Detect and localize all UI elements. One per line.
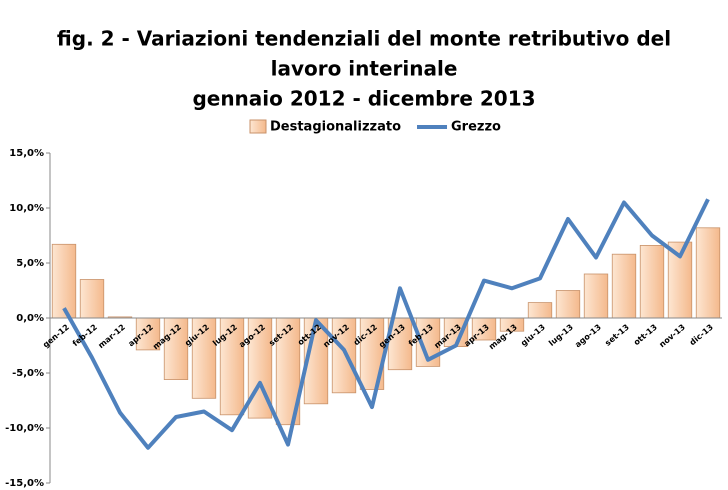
y-tick-label: 15,0% (9, 148, 44, 159)
chart-title: lavoro interinale (271, 57, 458, 81)
bar (639, 244, 665, 319)
x-tick-label: ago-13 (573, 323, 603, 350)
y-tick-label: 10,0% (9, 203, 44, 214)
chart-title: gennaio 2012 - dicembre 2013 (192, 87, 535, 111)
y-tick-label: -5,0% (12, 368, 44, 379)
legend-label: Destagionalizzato (270, 120, 401, 135)
y-tick-label: 5,0% (16, 258, 44, 269)
bar (527, 302, 553, 319)
bar (611, 253, 637, 319)
bar (79, 279, 105, 319)
chart-title: fig. 2 - Variazioni tendenziali del mont… (57, 27, 671, 51)
y-tick-label: -10,0% (5, 423, 44, 434)
legend-label: Grezzo (451, 120, 501, 135)
x-tick-label: gen-12 (41, 323, 71, 350)
y-tick-label: -15,0% (5, 478, 44, 489)
x-tick-label: lug-13 (547, 323, 575, 348)
x-tick-label: nov-13 (657, 323, 686, 350)
x-tick-label: set-13 (603, 323, 631, 348)
legend-swatch (249, 119, 267, 134)
y-tick-label: 0,0% (16, 313, 44, 324)
bar (583, 273, 609, 319)
bar (51, 243, 77, 319)
bar (555, 290, 581, 319)
bar (695, 227, 721, 319)
x-tick-label: mar-12 (96, 323, 126, 351)
x-tick-label: dic-13 (688, 323, 715, 348)
x-tick-label: ott-13 (632, 323, 659, 348)
line (62, 198, 710, 450)
